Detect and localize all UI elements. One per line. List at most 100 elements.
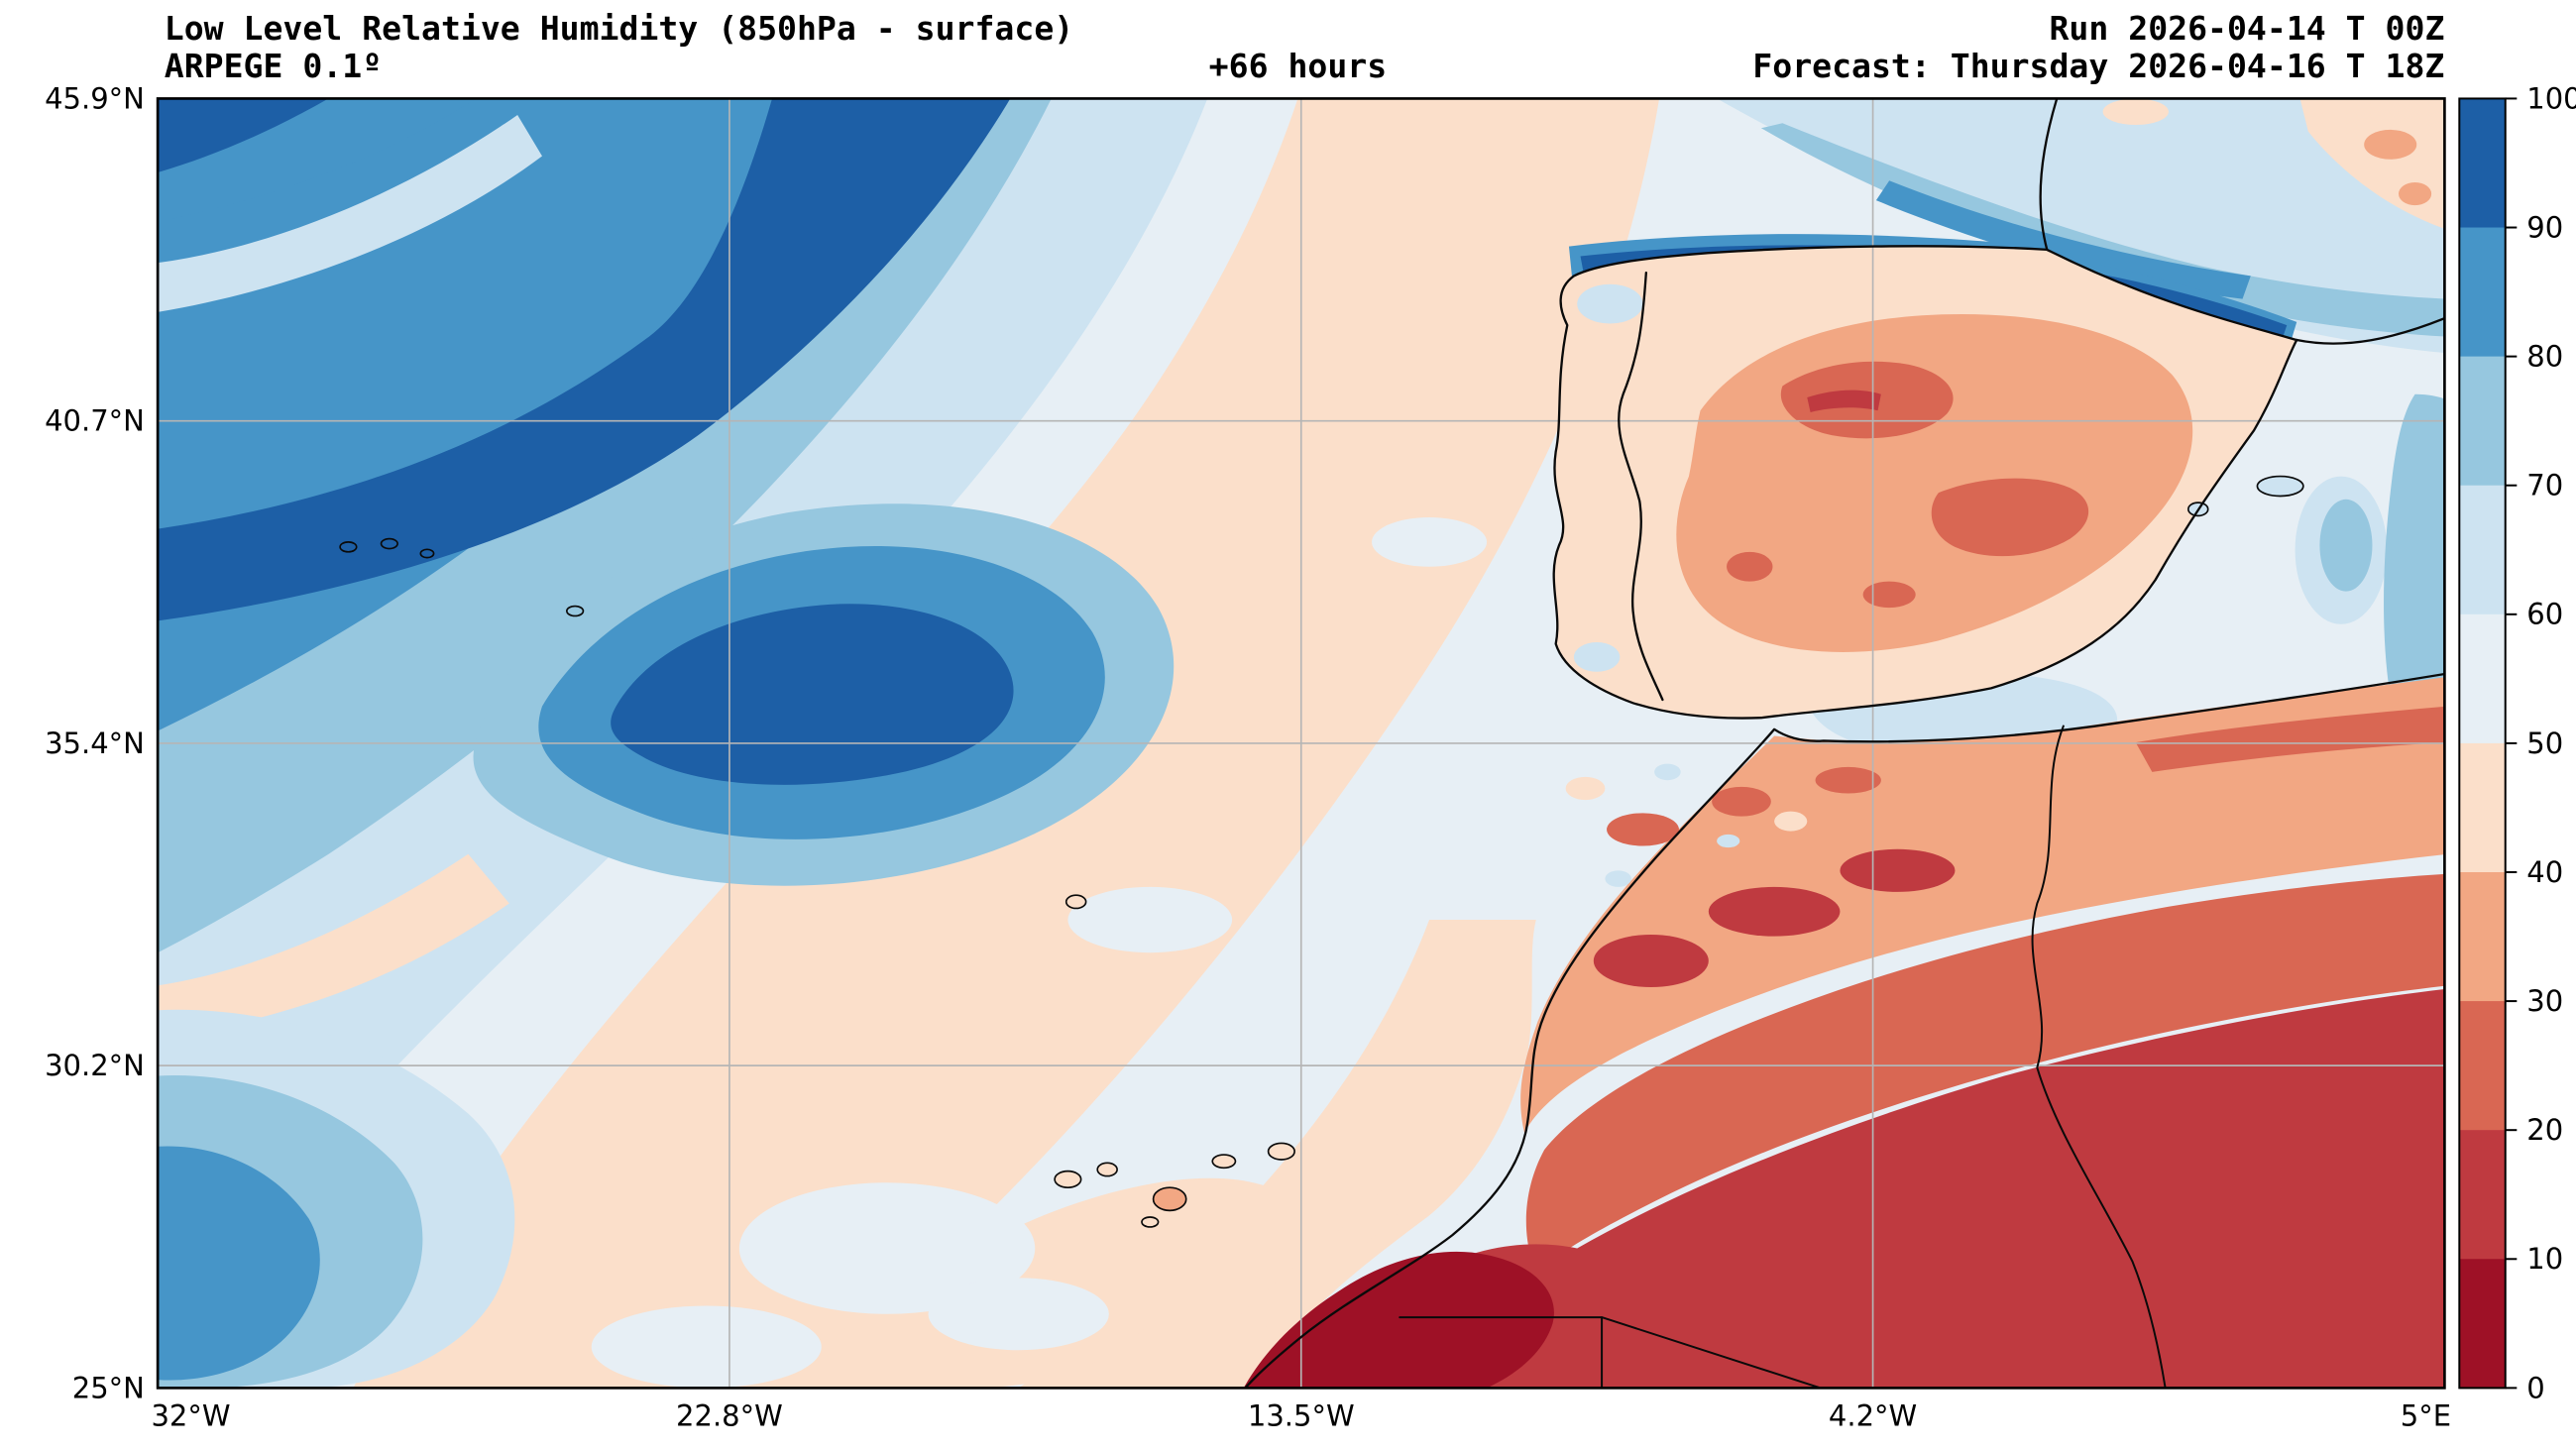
colorbar-tick-label: 20 — [2526, 1113, 2563, 1147]
x-tick-label: 5°E — [2401, 1398, 2451, 1432]
colorbar-segment — [2459, 227, 2506, 358]
island — [2256, 475, 2304, 498]
contour-region — [1593, 934, 1709, 988]
colorbar-tick-label: 60 — [2526, 598, 2563, 631]
contour-region — [1862, 581, 1916, 609]
colorbar: 1009080706050403020100 — [2459, 81, 2576, 1404]
contour-region — [1273, 989, 2445, 1389]
contour-region — [738, 1182, 1036, 1314]
colorbar-frame — [2458, 97, 2507, 1390]
y-tick-label: 25°N — [72, 1371, 145, 1404]
africa-coastline — [1244, 672, 2445, 1389]
canary-islands — [1054, 1142, 1295, 1228]
contour-region — [1607, 813, 1679, 846]
colorbar-tick-label: 10 — [2526, 1242, 2563, 1276]
colorbar-tick-label: 0 — [2526, 1371, 2544, 1404]
y-tick-label: 30.2°N — [45, 1049, 145, 1082]
iberia-coastline — [1552, 245, 2298, 720]
mauritania-border — [1601, 1316, 1822, 1389]
colorbar-segment — [2459, 1001, 2506, 1132]
island — [1267, 1142, 1295, 1161]
contour-region — [2135, 706, 2445, 772]
colorbar-segment — [2459, 1130, 2506, 1261]
island — [1141, 1216, 1160, 1228]
y-tick-label: 35.4°N — [45, 726, 145, 760]
contour-region — [1717, 834, 1740, 848]
x-axis-labels: 32°W 22.8°W 13.5°W 4.2°W 5°E — [151, 1398, 2451, 1432]
contour-region — [1525, 873, 2445, 1274]
island — [1096, 1162, 1118, 1177]
colorbar-tick-label: 70 — [2526, 469, 2563, 503]
island — [419, 548, 435, 559]
contour-region — [2102, 98, 2169, 125]
colorbar-tick-label: 90 — [2526, 210, 2563, 244]
island — [1054, 1170, 1082, 1189]
contour-region — [1018, 920, 1536, 1389]
humidity-field — [158, 98, 2445, 1389]
colorbar-tick-label: 30 — [2526, 984, 2563, 1018]
contour-region — [158, 98, 1011, 621]
colorbar-tick-label: 40 — [2526, 855, 2563, 889]
model-label: ARPEGE 0.1º — [165, 47, 382, 85]
island — [566, 605, 585, 617]
contour-region — [2319, 499, 2373, 592]
contour-region — [158, 115, 542, 312]
x-tick-label: 4.2°W — [1829, 1398, 1917, 1432]
contour-region — [1931, 478, 2089, 557]
portugal-spain-border — [1618, 271, 1664, 702]
colorbar-tick-label: 100 — [2526, 81, 2576, 115]
gridlines — [158, 98, 2445, 1389]
x-tick-label: 32°W — [151, 1398, 230, 1432]
contour-region — [2364, 129, 2417, 160]
contour-region — [1875, 180, 2251, 299]
contour-region — [1573, 641, 1621, 672]
contour-region — [158, 98, 329, 173]
france-mediterranean-coastline — [2296, 316, 2445, 345]
island — [339, 541, 358, 553]
header: Low Level Relative Humidity (850hPa - su… — [165, 9, 2445, 85]
morocco-algeria-border — [2031, 725, 2167, 1389]
colorbar-segment — [2459, 871, 2506, 1002]
island — [380, 537, 398, 550]
contour-region — [1708, 886, 1841, 937]
colorbar-segment — [2459, 356, 2506, 487]
contour-region — [591, 1305, 822, 1389]
contour-region — [1727, 551, 1773, 582]
contour-region — [1577, 283, 1643, 324]
y-tick-label: 45.9°N — [45, 81, 145, 115]
balearic-islands — [2186, 475, 2304, 517]
contour-region — [1654, 763, 1681, 781]
y-tick-label: 40.7°N — [45, 404, 145, 438]
contour-region — [611, 604, 1014, 785]
colorbar-tick-label: 50 — [2526, 726, 2563, 760]
contour-region — [1760, 123, 2445, 337]
colorbar-segment — [2459, 614, 2506, 744]
contour-region — [1565, 776, 1606, 801]
france-atlantic-coastline — [2039, 98, 2059, 252]
contour-region — [928, 1278, 1109, 1351]
contour-region — [1712, 786, 1771, 817]
lead-time-label: +66 hours — [1209, 47, 1388, 85]
colorbar-segment — [2459, 485, 2506, 615]
forecast-label: Forecast: Thursday 2026-04-16 T 18Z — [1752, 47, 2444, 85]
azores-islands — [339, 537, 585, 617]
contour-region — [1605, 870, 1631, 887]
contour-region — [1182, 1048, 1488, 1389]
y-axis-labels: 45.9°N 40.7°N 35.4°N 30.2°N 25°N — [45, 81, 145, 1404]
madeira-island — [1064, 894, 1087, 910]
colorbar-tick-label: 80 — [2526, 340, 2563, 374]
coastlines — [1244, 98, 2445, 1389]
contour-region — [1815, 766, 1881, 794]
run-label: Run 2026-04-14 T 00Z — [2050, 9, 2445, 48]
island — [1152, 1186, 1187, 1212]
colorbar-segment — [2459, 1259, 2506, 1390]
plot-frame — [156, 97, 2446, 1390]
colorbar-segment — [2459, 98, 2506, 229]
x-tick-label: 22.8°W — [676, 1398, 783, 1432]
contour-region — [1372, 517, 1488, 567]
page-title: Low Level Relative Humidity (850hPa - su… — [165, 9, 1073, 48]
contour-region — [158, 1146, 320, 1381]
contour-region — [1243, 1251, 1554, 1389]
